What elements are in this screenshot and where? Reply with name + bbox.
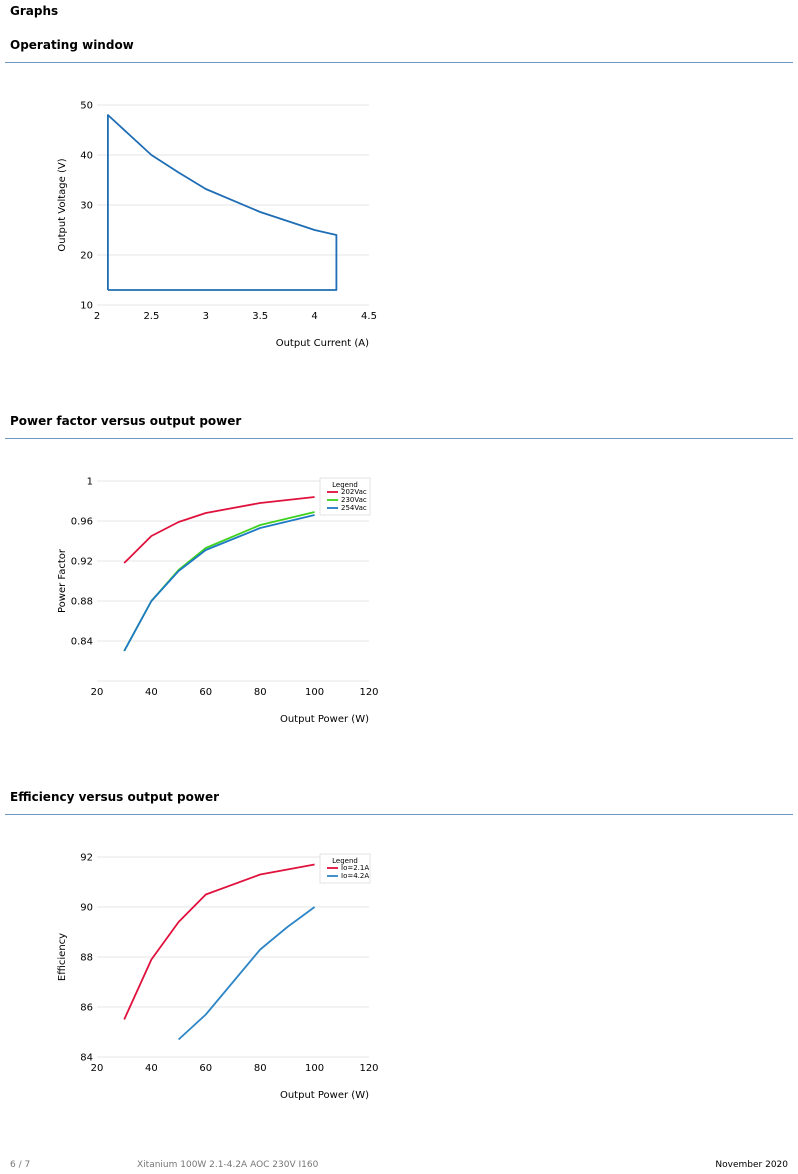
y-axis-title: Output Voltage (V) [57, 158, 68, 251]
x-tick-label: 80 [254, 687, 267, 698]
y-tick-label: 0.88 [71, 597, 93, 608]
section-divider [5, 62, 793, 63]
x-tick-label: 4 [311, 311, 317, 322]
x-tick-label: 2.5 [143, 311, 159, 322]
y-tick-label: 50 [80, 101, 93, 112]
section-title-operating-window: Operating window [10, 38, 134, 52]
efficiency-chart: 84 86 88 90 92 20 40 60 80 100 120 Output Power (W)… [57, 853, 379, 1102]
section-divider [5, 438, 793, 439]
y-tick-label: 86 [80, 1003, 93, 1014]
x-axis-title: Output Power (W) [280, 1090, 369, 1101]
y-tick-label: 92 [80, 853, 93, 864]
footer-date: November 2020 [715, 1160, 788, 1170]
y-tick-label: 40 [80, 151, 93, 162]
legend-label: 254Vac [341, 504, 367, 512]
x-tick-label: 2 [94, 311, 100, 322]
x-tick-label: 3 [203, 311, 209, 322]
y-axis-title: Power Factor [57, 548, 68, 613]
x-tick-label: 3.5 [252, 311, 268, 322]
legend-title: Legend [332, 857, 358, 865]
x-axis-title: Output Current (A) [276, 338, 369, 349]
legend-label: Io=4.2A [341, 872, 369, 880]
y-tick-label: 88 [80, 953, 93, 964]
page-heading: Graphs [10, 4, 59, 18]
y-tick-label: 0.92 [71, 557, 93, 568]
x-tick-label: 60 [199, 687, 212, 698]
section-divider [5, 814, 793, 815]
y-tick-label: 20 [80, 251, 93, 262]
x-tick-label: 60 [199, 1063, 212, 1074]
series-line [107, 114, 338, 291]
x-tick-label: 100 [305, 1063, 324, 1074]
section-title-efficiency: Efficiency versus output power [10, 790, 220, 804]
y-tick-label: 0.84 [71, 637, 93, 648]
x-tick-label: 40 [145, 1063, 158, 1074]
legend-label: 202Vac [341, 488, 367, 496]
series-line [123, 863, 315, 1020]
x-axis-title: Output Power (W) [280, 714, 369, 725]
y-tick-label: 10 [80, 301, 93, 312]
y-tick-label: 90 [80, 903, 93, 914]
x-tick-label: 40 [145, 687, 158, 698]
x-tick-label: 20 [91, 1063, 104, 1074]
footer-product-name: Xitanium 100W 2.1-4.2A AOC 230V I160 [137, 1160, 319, 1170]
series-line [177, 906, 316, 1041]
y-tick-label: 84 [80, 1053, 93, 1064]
x-tick-label: 20 [91, 687, 104, 698]
x-tick-label: 4.5 [361, 311, 377, 322]
y-tick-label: 30 [80, 201, 93, 212]
x-tick-label: 120 [359, 1063, 378, 1074]
y-tick-label: 0.96 [71, 517, 93, 528]
x-tick-label: 100 [305, 687, 324, 698]
footer-page-number: 6 / 7 [10, 1160, 31, 1170]
section-title-power-factor: Power factor versus output power [10, 414, 242, 428]
series-line [123, 496, 315, 564]
series-line [123, 514, 315, 652]
legend-label: Io=2.1A [341, 864, 369, 872]
operating-window-chart: 10 20 30 40 50 2 2.5 3 3.5 4 4.5 Output Current (A)… [57, 101, 377, 350]
series-line [123, 511, 315, 652]
x-tick-label: 120 [359, 687, 378, 698]
x-tick-label: 80 [254, 1063, 267, 1074]
legend-title: Legend [332, 481, 358, 489]
legend-label: 230Vac [341, 496, 367, 504]
y-axis-title: Efficiency [57, 933, 68, 981]
y-tick-label: 1 [87, 477, 93, 488]
